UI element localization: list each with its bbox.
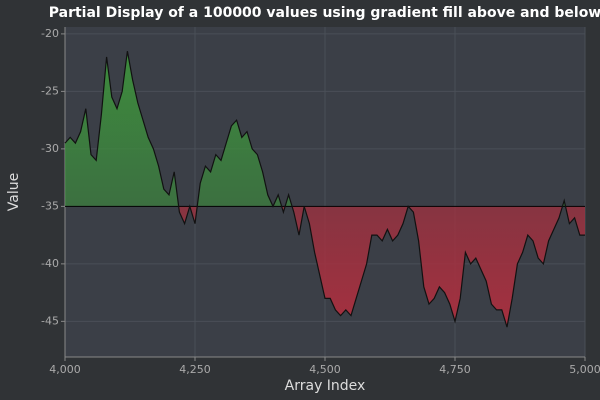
x-axis-label: Array Index xyxy=(285,378,366,394)
y-tick-label: -20 xyxy=(41,27,59,40)
y-tick-label: -35 xyxy=(41,199,59,212)
y-tick-label: -45 xyxy=(41,314,59,327)
x-tick-label: 5,000 xyxy=(569,363,600,376)
y-axis-label: Value xyxy=(6,173,22,211)
x-tick-label: 4,250 xyxy=(179,363,211,376)
area-below xyxy=(65,206,585,328)
chart-title: Partial Display of a 100000 values using… xyxy=(49,5,600,21)
line xyxy=(64,51,585,328)
x-tick-label: 4,500 xyxy=(309,363,341,376)
x-tick-label: 4,000 xyxy=(49,363,81,376)
y-tick-label: -40 xyxy=(41,257,59,270)
x-tick-label: 4,750 xyxy=(439,363,471,376)
y-tick-label: -25 xyxy=(41,84,59,97)
area-above xyxy=(65,51,566,207)
y-tick-label: -30 xyxy=(41,142,59,155)
